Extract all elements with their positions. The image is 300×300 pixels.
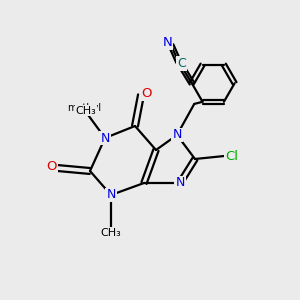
Text: N: N (172, 128, 182, 142)
Text: N: N (163, 36, 172, 49)
Text: N: N (100, 131, 110, 145)
Text: C: C (177, 57, 186, 70)
Text: CH₃: CH₃ (76, 106, 96, 116)
Text: N: N (175, 176, 185, 190)
Text: O: O (141, 87, 152, 100)
Text: N: N (106, 188, 116, 202)
Text: CH₃: CH₃ (100, 228, 122, 238)
Text: methyl: methyl (68, 103, 102, 112)
Text: Cl: Cl (225, 149, 238, 163)
Text: O: O (46, 160, 57, 173)
